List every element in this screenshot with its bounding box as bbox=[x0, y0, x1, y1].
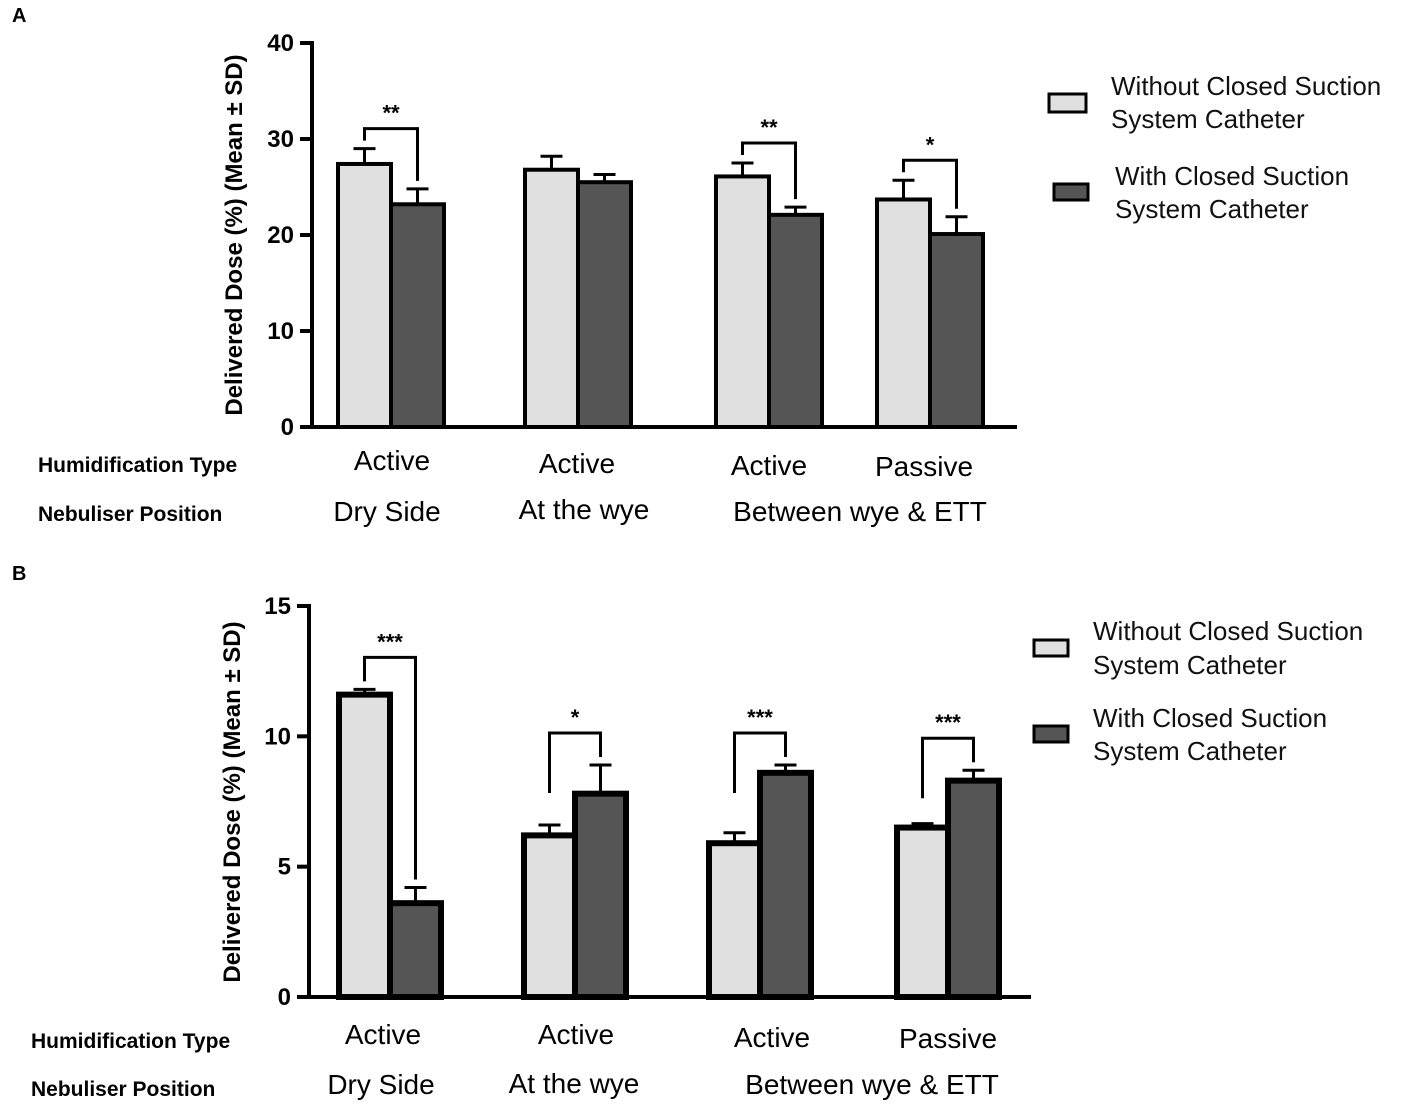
panel-b-legend-without-line1: Without Closed Suction bbox=[1093, 616, 1363, 646]
panel-a-significance: ***** bbox=[363, 101, 958, 209]
b-y-tick-label-3: 10 bbox=[264, 723, 291, 750]
b-sig-bracket-g1 bbox=[363, 655, 417, 880]
panel-a-humidification-4: Passive bbox=[875, 451, 973, 482]
b-sig-label-g2: * bbox=[571, 705, 580, 730]
panel-b-position-1: Dry Side bbox=[327, 1069, 434, 1100]
panel-a-legend-swatch-without bbox=[1047, 92, 1088, 114]
panel-a-bars bbox=[336, 147, 985, 430]
panel-a-humidification-1: Active bbox=[354, 445, 430, 476]
a-bar-s2-g4 bbox=[928, 232, 985, 429]
a-y-tick-label-4: 30 bbox=[267, 126, 294, 153]
panel-b-axes: 0 5 10 15 bbox=[264, 593, 1031, 1011]
panel-b: B Delivered Dose (%) (Mean ± SD) 051015 … bbox=[12, 563, 1363, 1101]
a-bar-s2-g2 bbox=[576, 180, 633, 429]
panel-a-legend-with-line2: System Catheter bbox=[1115, 194, 1309, 224]
panel-b-legend-swatch-with bbox=[1032, 724, 1070, 744]
panel-a-legend-with-line1: With Closed Suction bbox=[1115, 161, 1349, 191]
panel-a-position-2: At the wye bbox=[519, 494, 650, 525]
panel-b-legend: Without Closed Suction System Catheter W… bbox=[1032, 616, 1363, 766]
a-bar-s1-g2 bbox=[523, 167, 580, 429]
b-sig-label-g3: *** bbox=[747, 705, 773, 730]
b-sig-label-g4: *** bbox=[935, 710, 961, 735]
a-y-tick-label-3: 20 bbox=[267, 222, 294, 249]
a-y-tick-label-5: 40 bbox=[267, 30, 294, 57]
a-y-tick-label-1: 0 bbox=[281, 414, 294, 441]
a-sig-label-g4: * bbox=[926, 132, 935, 157]
b-y-tick-label-2: 5 bbox=[278, 854, 291, 881]
panel-b-legend-swatch-without bbox=[1032, 638, 1070, 658]
a-bar-s2-g3 bbox=[767, 212, 824, 429]
panel-a-label: A bbox=[12, 5, 26, 27]
panel-a-legend-without-line2: System Catheter bbox=[1111, 104, 1305, 134]
a-bar-s1-g4 bbox=[875, 197, 932, 429]
panel-a-y-axis-title: Delivered Dose (%) (Mean ± SD) bbox=[221, 54, 248, 415]
b-bar-s1-g1 bbox=[336, 691, 393, 1000]
b-sig-label-g1: *** bbox=[377, 629, 403, 654]
panel-a-axes: 0 10 20 30 40 bbox=[267, 30, 1017, 441]
a-bar-s2-g1 bbox=[389, 202, 446, 429]
panel-b-y-axis-title: Delivered Dose (%) (Mean ± SD) bbox=[219, 621, 246, 982]
b-y-tick-label-4: 15 bbox=[264, 593, 291, 620]
panel-b-legend-with-line1: With Closed Suction bbox=[1093, 703, 1327, 733]
panel-b-position-2: At the wye bbox=[509, 1068, 640, 1099]
b-bar-s1-g4 bbox=[894, 824, 951, 1000]
panel-b-legend-without-line2: System Catheter bbox=[1093, 650, 1287, 680]
a-sig-bracket-g4 bbox=[902, 158, 958, 209]
panel-b-humidification-2: Active bbox=[538, 1019, 614, 1050]
panel-a: A Delivered Dose (%) (Mean ± SD) 0 10 20 30… bbox=[12, 5, 1381, 527]
panel-a-row-label-position: Nebuliser Position bbox=[38, 503, 222, 526]
b-sig-bracket-g3 bbox=[733, 731, 787, 794]
a-sig-label-g1: ** bbox=[382, 101, 400, 126]
panel-a-humidification-2: Active bbox=[539, 448, 615, 479]
panel-a-legend-without-line1: Without Closed Suction bbox=[1111, 71, 1381, 101]
a-bar-s1-g3 bbox=[714, 174, 771, 429]
b-bar-s2-g3 bbox=[757, 769, 814, 1000]
panel-a-row-label-humidification: Humidification Type bbox=[38, 454, 237, 477]
panel-a-humidification-3: Active bbox=[731, 450, 807, 481]
b-bar-s1-g2 bbox=[521, 832, 578, 1000]
panel-b-humidification-3: Active bbox=[734, 1022, 810, 1053]
panel-b-bars bbox=[336, 687, 1002, 1000]
a-bar-s1-g1 bbox=[336, 161, 393, 430]
a-sig-bracket-g1 bbox=[363, 127, 419, 181]
panel-a-position-1: Dry Side bbox=[333, 496, 440, 527]
b-bar-s2-g4 bbox=[945, 777, 1002, 1000]
panel-b-label: B bbox=[12, 563, 26, 585]
a-sig-label-g3: ** bbox=[760, 115, 778, 140]
panel-b-row-label-position: Nebuliser Position bbox=[31, 1078, 215, 1101]
panel-a-legend: Without Closed Suction System Catheter W… bbox=[1047, 71, 1381, 224]
b-sig-bracket-g2 bbox=[548, 731, 602, 794]
b-y-tick-label-1: 0 bbox=[278, 984, 291, 1011]
a-y-tick-label-2: 10 bbox=[267, 318, 294, 345]
panel-b-row-label-humidification: Humidification Type bbox=[31, 1030, 230, 1053]
panel-a-legend-swatch-with bbox=[1052, 182, 1090, 202]
panel-a-position-3: Between wye & ETT bbox=[733, 496, 987, 527]
panel-b-significance: **** *** *** bbox=[363, 629, 975, 880]
b-bar-s2-g2 bbox=[572, 790, 629, 1000]
a-sig-bracket-g3 bbox=[741, 141, 797, 200]
b-bar-s1-g3 bbox=[706, 840, 763, 1000]
b-bar-s2-g1 bbox=[387, 900, 444, 1000]
b-sig-bracket-g4 bbox=[921, 736, 975, 799]
panel-b-humidification-1: Active bbox=[345, 1019, 421, 1050]
panel-b-humidification-4: Passive bbox=[899, 1023, 997, 1054]
panel-b-legend-with-line2: System Catheter bbox=[1093, 736, 1287, 766]
panel-b-position-3: Between wye & ETT bbox=[745, 1069, 999, 1100]
